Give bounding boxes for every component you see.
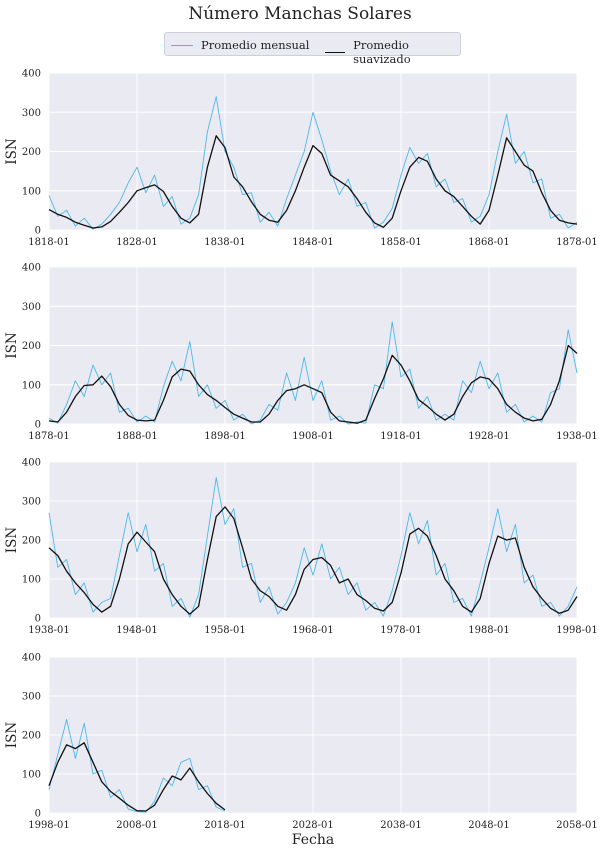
y-tick-label: 400 — [22, 653, 41, 664]
y-tick-label: 100 — [22, 770, 41, 781]
x-tick-label: 1968-01 — [292, 625, 334, 636]
y-tick-label: 400 — [22, 263, 41, 274]
y-axis-label: ISN — [4, 722, 20, 749]
panel-3: 0 100 200 300 400 1938-01 1948-01 1958-01 1968-0… — [4, 458, 598, 637]
legend-label-smoothed: Promedio suavizado — [353, 38, 411, 66]
y-tick-label: 400 — [22, 69, 41, 80]
legend-swatch-smoothed — [325, 51, 346, 53]
legend-swatch-monthly — [171, 44, 193, 46]
legend: Promedio mensual Promedio suavizado — [164, 32, 461, 66]
x-tick-label: 1928-01 — [468, 431, 510, 442]
x-tick-label: 2038-01 — [380, 820, 422, 831]
x-axis-label: Fecha — [291, 832, 335, 848]
x-tick-label: 1948-01 — [116, 625, 158, 636]
x-tick-label: 1838-01 — [204, 237, 246, 248]
y-tick-label: 100 — [22, 186, 41, 197]
x-tick-label: 1878-01 — [28, 431, 70, 442]
x-tick-label: 1958-01 — [204, 625, 246, 636]
x-tick-label: 2008-01 — [116, 820, 158, 831]
x-tick-label: 1848-01 — [292, 237, 334, 248]
x-tick-label: 1918-01 — [380, 431, 422, 442]
y-tick-label: 0 — [35, 420, 41, 431]
y-tick-label: 100 — [22, 380, 41, 391]
y-axis-label: ISN — [4, 138, 20, 165]
x-tick-label: 1988-01 — [468, 625, 510, 636]
series-monthly-line — [48, 477, 578, 618]
x-tick-label: 1938-01 — [28, 625, 70, 636]
y-tick-label: 200 — [22, 731, 41, 742]
panel-1: 0 100 200 300 400 1818-01 1828-01 1838-01 1848-0… — [4, 69, 598, 249]
y-tick-label: 100 — [22, 575, 41, 586]
y-tick-label: 300 — [22, 692, 41, 703]
x-tick-label: 1858-01 — [380, 237, 422, 248]
y-tick-label: 400 — [22, 458, 41, 469]
y-tick-label: 200 — [22, 147, 41, 158]
x-tick-label: 1978-01 — [380, 625, 422, 636]
chart-title: Número Manchas Solares — [188, 4, 412, 24]
x-tick-label: 1998-01 — [28, 820, 70, 831]
y-tick-label: 300 — [22, 108, 41, 119]
series-smoothed-line — [48, 135, 578, 229]
x-tick-label: 1878-01 — [556, 237, 598, 248]
x-tick-label: 1908-01 — [292, 431, 334, 442]
panel-4: 0 100 200 300 400 1998-01 2008-01 2018-01 2028-0… — [4, 653, 598, 832]
y-tick-label: 300 — [22, 302, 41, 313]
legend-item-smoothed: Promedio suavizado — [325, 38, 460, 66]
series-smoothed-line — [48, 506, 578, 615]
x-tick-label: 2028-01 — [292, 820, 334, 831]
x-tick-label: 1828-01 — [116, 237, 158, 248]
x-tick-label: 1818-01 — [28, 237, 70, 248]
series-monthly-line — [48, 321, 578, 425]
y-tick-label: 200 — [22, 536, 41, 547]
x-tick-label: 1868-01 — [468, 237, 510, 248]
y-tick-label: 200 — [22, 341, 41, 352]
x-tick-label: 1998-01 — [556, 625, 598, 636]
legend-item-monthly: Promedio mensual — [171, 38, 309, 52]
legend-label-monthly: Promedio mensual — [201, 38, 310, 52]
y-tick-label: 0 — [35, 226, 41, 237]
y-axis-label: ISN — [4, 332, 20, 359]
y-axis-label: ISN — [4, 527, 20, 554]
x-tick-label: 2058-01 — [556, 820, 598, 831]
series-smoothed-line — [48, 344, 578, 424]
x-tick-label: 1888-01 — [116, 431, 158, 442]
series-monthly-line — [48, 96, 578, 230]
y-tick-label: 0 — [35, 614, 41, 625]
x-tick-label: 1938-01 — [556, 431, 598, 442]
y-tick-label: 300 — [22, 497, 41, 508]
x-tick-label: 2018-01 — [204, 820, 246, 831]
x-tick-label: 2048-01 — [468, 820, 510, 831]
y-tick-label: 0 — [35, 809, 41, 820]
x-tick-label: 1898-01 — [204, 431, 246, 442]
panel-2: 0 100 200 300 400 1878-01 1888-01 1898-01 1908-0… — [4, 263, 598, 443]
series-smoothed-line — [48, 742, 226, 812]
